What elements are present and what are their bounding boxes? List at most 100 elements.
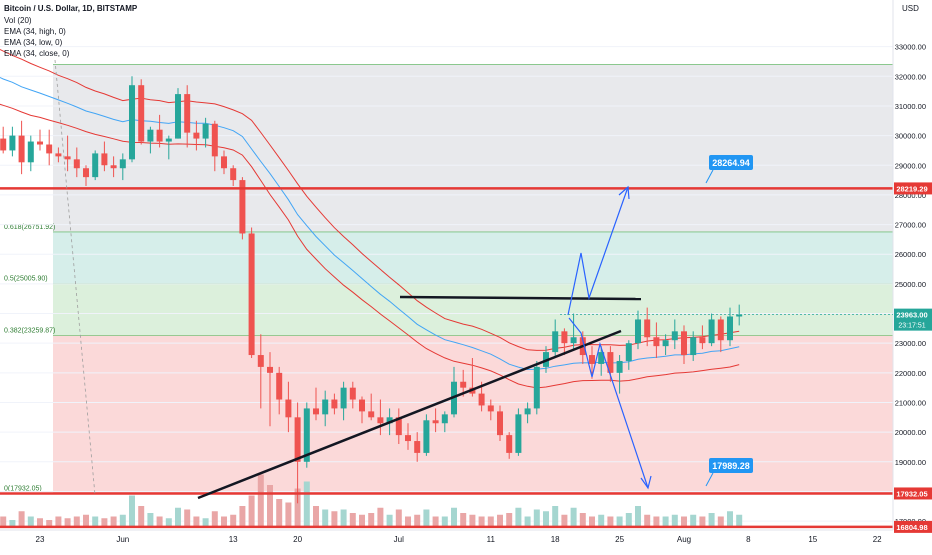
candle-body[interactable] xyxy=(368,411,375,418)
candle-body[interactable] xyxy=(83,168,89,178)
support-trendline[interactable] xyxy=(197,329,622,500)
candle-body[interactable] xyxy=(64,156,71,160)
candle-body[interactable] xyxy=(285,399,292,418)
candle-body[interactable] xyxy=(193,132,200,139)
candle-body[interactable] xyxy=(506,435,513,453)
candle-body[interactable] xyxy=(184,94,191,133)
volume-bar xyxy=(699,516,706,527)
candle-body[interactable] xyxy=(432,420,439,424)
candle-body[interactable] xyxy=(73,159,80,169)
volume-bar xyxy=(533,509,540,527)
candle-body[interactable] xyxy=(239,180,246,234)
candle-body[interactable] xyxy=(257,355,264,367)
candle-body[interactable] xyxy=(18,135,25,163)
candle-body[interactable] xyxy=(129,85,135,160)
target-up-callout[interactable]: 28264.94 xyxy=(705,155,753,184)
candle-body[interactable] xyxy=(515,414,522,453)
candle-body[interactable] xyxy=(561,331,568,344)
candle-body[interactable] xyxy=(441,414,448,424)
candle-body[interactable] xyxy=(27,141,34,163)
candle-body[interactable] xyxy=(211,123,218,157)
candle-body[interactable] xyxy=(681,331,687,356)
price-axis[interactable]: 17000.0018000.0019000.0020000.0021000.00… xyxy=(560,0,932,550)
candle-body[interactable] xyxy=(313,408,319,415)
bullish-projection[interactable] xyxy=(567,186,629,316)
target-down-callout[interactable]: 17989.28 xyxy=(705,458,753,487)
candle-body[interactable] xyxy=(119,159,126,169)
candle-body[interactable] xyxy=(533,366,540,409)
candle-body[interactable] xyxy=(202,123,209,139)
candle-body[interactable] xyxy=(727,316,733,341)
candle-body[interactable] xyxy=(165,138,172,142)
candle-body[interactable] xyxy=(423,420,430,453)
candle-body[interactable] xyxy=(607,352,614,373)
candle-body[interactable] xyxy=(294,417,301,462)
candle-body[interactable] xyxy=(635,319,641,344)
candle-body[interactable] xyxy=(175,94,181,139)
candle-body[interactable] xyxy=(110,165,117,169)
candle-body[interactable] xyxy=(386,417,393,424)
candle-body[interactable] xyxy=(92,153,99,178)
candle-body[interactable] xyxy=(708,319,715,344)
candle-body[interactable] xyxy=(331,399,338,409)
candle-body[interactable] xyxy=(156,129,163,142)
volume-bar xyxy=(708,513,715,527)
candle-body[interactable] xyxy=(524,408,531,415)
candle-body[interactable] xyxy=(570,337,577,344)
horizontal-levels[interactable] xyxy=(0,187,893,529)
resistance-trendline[interactable] xyxy=(399,295,642,301)
candle-body[interactable] xyxy=(9,135,16,151)
candle-body[interactable] xyxy=(589,355,595,364)
bearish-projection[interactable] xyxy=(568,317,649,489)
candle-body[interactable] xyxy=(552,331,559,353)
countdown-label: 23:17:51 xyxy=(898,323,925,330)
volume-bar xyxy=(27,516,34,527)
candle-body[interactable] xyxy=(487,405,494,412)
candle-body[interactable] xyxy=(405,435,411,442)
candle-body[interactable] xyxy=(717,319,724,341)
candle-body[interactable] xyxy=(276,372,283,400)
candle-body[interactable] xyxy=(690,337,697,356)
candle-body[interactable] xyxy=(497,411,503,436)
candle-body[interactable] xyxy=(699,337,706,344)
candle-body[interactable] xyxy=(662,340,669,347)
candle-body[interactable] xyxy=(230,168,237,181)
candle-body[interactable] xyxy=(414,441,421,453)
candle-body[interactable] xyxy=(671,331,678,341)
time-tick-label: 18 xyxy=(551,535,560,544)
candle-body[interactable] xyxy=(221,156,227,169)
candle-body[interactable] xyxy=(322,399,329,415)
candle-body[interactable] xyxy=(625,343,632,361)
candle-body[interactable] xyxy=(460,381,467,388)
candle-body[interactable] xyxy=(55,153,62,157)
candle-body[interactable] xyxy=(147,129,154,142)
candle-body[interactable] xyxy=(377,417,384,424)
candle-body[interactable] xyxy=(303,408,310,462)
candle-body[interactable] xyxy=(736,314,743,317)
candle-body[interactable] xyxy=(653,337,660,347)
candle-body[interactable] xyxy=(340,387,347,409)
candle-body[interactable] xyxy=(395,417,402,436)
candle-body[interactable] xyxy=(46,144,53,154)
candle-body[interactable] xyxy=(616,360,623,373)
candle-body[interactable] xyxy=(349,387,356,400)
candle-body[interactable] xyxy=(101,153,108,166)
candle-body[interactable] xyxy=(37,141,43,145)
candle-body[interactable] xyxy=(248,233,255,356)
candle-body[interactable] xyxy=(0,138,7,151)
volume-bar xyxy=(276,499,283,527)
candle-body[interactable] xyxy=(598,352,605,364)
time-axis[interactable]: 23Jun1320Jul111825Aug81522Sep12190 xyxy=(0,529,932,550)
candle-body[interactable] xyxy=(478,393,485,406)
candle-body[interactable] xyxy=(644,319,651,338)
candle-body[interactable] xyxy=(138,85,145,142)
time-tick-label: Aug xyxy=(677,535,691,544)
volume-bar xyxy=(313,506,319,527)
volume-bar xyxy=(616,516,623,527)
candle-body[interactable] xyxy=(267,366,273,373)
drawings[interactable]: 28264.94 17989.28 xyxy=(54,59,753,500)
time-tick-label: 20 xyxy=(293,535,302,544)
candle-body[interactable] xyxy=(359,399,365,412)
